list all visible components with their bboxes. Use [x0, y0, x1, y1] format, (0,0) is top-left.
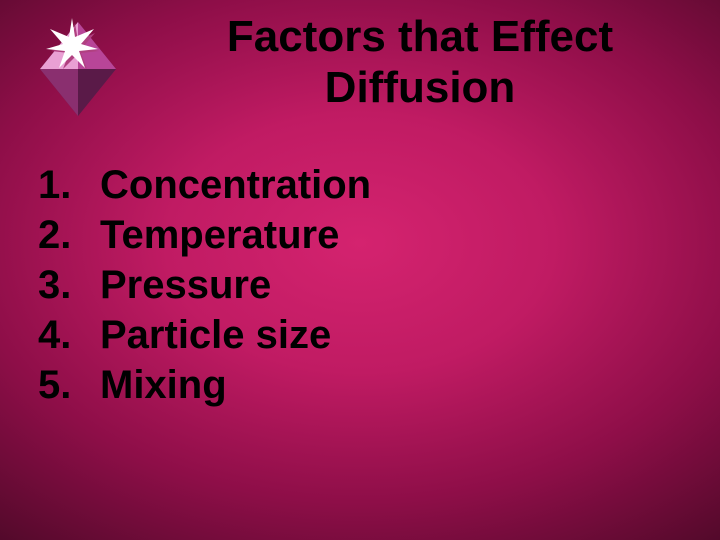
list-number: 3. [38, 260, 96, 310]
list-number: 1. [38, 160, 96, 210]
list-item: 4. Particle size [38, 310, 371, 360]
decorative-bullet-icon [28, 14, 128, 124]
list-text: Pressure [96, 260, 271, 310]
list-item: 2. Temperature [38, 210, 371, 260]
slide-title: Factors that Effect Diffusion [150, 12, 690, 113]
list-number: 2. [38, 210, 96, 260]
list-text: Mixing [96, 360, 227, 410]
list-number: 4. [38, 310, 96, 360]
title-line-2: Diffusion [325, 63, 516, 112]
list-text: Concentration [96, 160, 371, 210]
list-item: 1. Concentration [38, 160, 371, 210]
numbered-list: 1. Concentration 2. Temperature 3. Press… [38, 160, 371, 410]
list-item: 5. Mixing [38, 360, 371, 410]
list-item: 3. Pressure [38, 260, 371, 310]
list-text: Temperature [96, 210, 339, 260]
list-number: 5. [38, 360, 96, 410]
title-line-1: Factors that Effect [227, 12, 613, 61]
list-text: Particle size [96, 310, 331, 360]
